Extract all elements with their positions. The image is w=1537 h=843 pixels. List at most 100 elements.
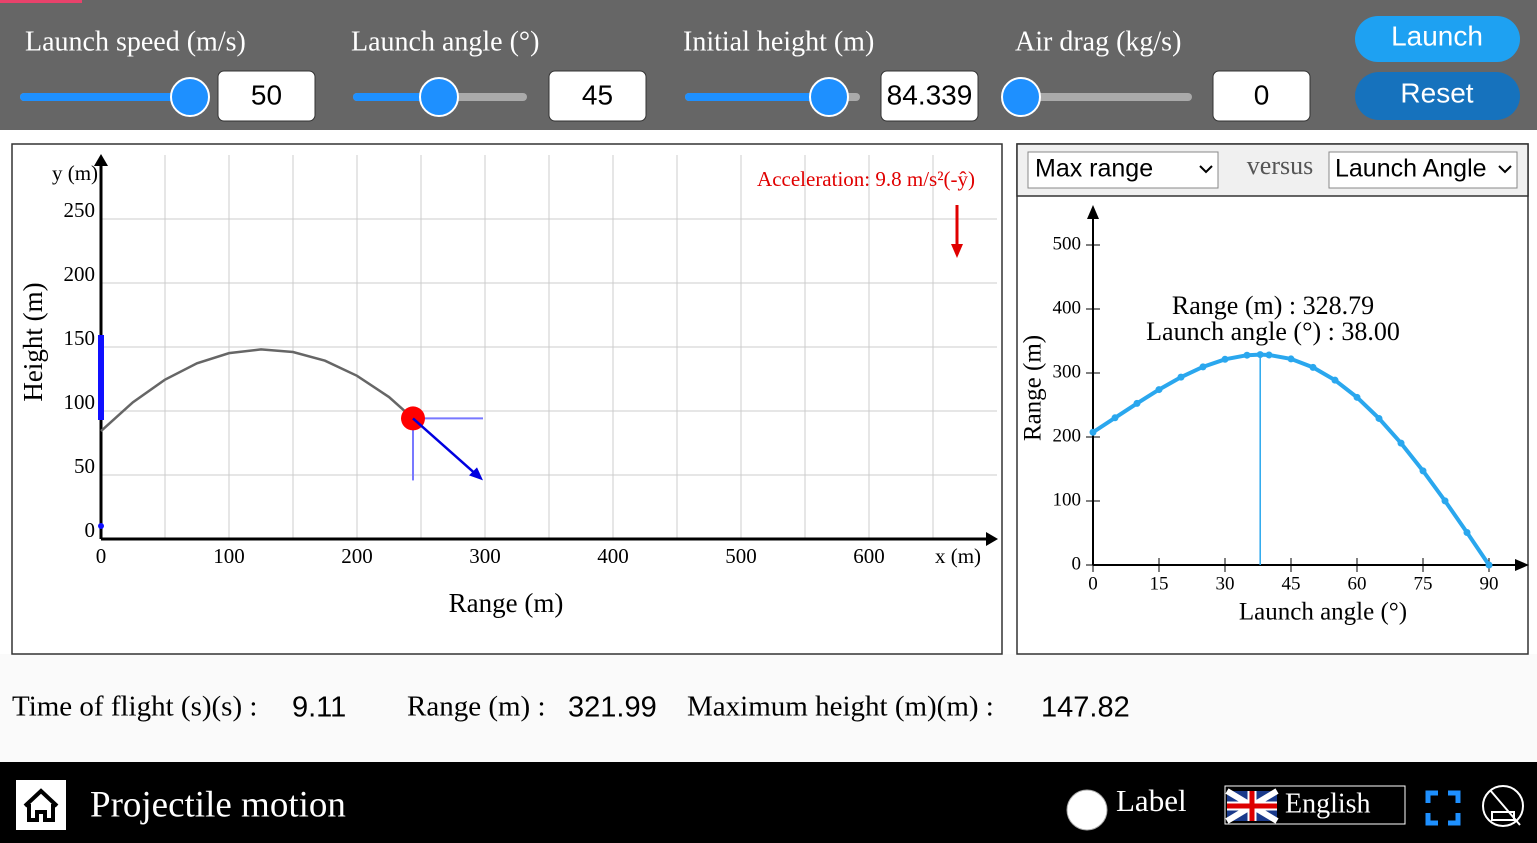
y-tick-label: 200: [64, 262, 96, 286]
readout-name: Launch angle (°) :: [1146, 317, 1335, 346]
value-input[interactable]: [217, 70, 316, 122]
x-tick-label: 0: [1088, 573, 1098, 594]
value-text: 50: [251, 79, 282, 110]
chevron: [1498, 165, 1512, 174]
credits-icon: [1489, 789, 1521, 826]
y-select-text: Max range: [1035, 155, 1153, 183]
result-label: Range (m) :: [407, 691, 546, 723]
side-x-arrow: [1515, 559, 1529, 571]
range-point: [1485, 561, 1493, 569]
side-y-label: Range (m): [1020, 335, 1047, 441]
y-tick-label: 100: [1053, 489, 1082, 510]
control-label: Initial height (m): [683, 26, 874, 57]
velocity: [412, 417, 476, 475]
value-input[interactable]: [1212, 70, 1311, 122]
fullscreen-button[interactable]: [1425, 790, 1461, 826]
control-label: Air drag (kg/s): [1015, 26, 1181, 57]
readout-name: Range (m) :: [1172, 291, 1296, 320]
result-value: 147.82: [1041, 692, 1130, 724]
x-tick-label: 75: [1414, 573, 1433, 594]
y-tick-label: 0: [1072, 553, 1082, 574]
result-label: Time of flight (s)(s) :: [12, 691, 257, 723]
x-tick-label: 0: [96, 544, 107, 568]
language-text: English: [1285, 788, 1371, 819]
y-tick-label: 400: [1053, 297, 1082, 318]
home-button[interactable]: [16, 780, 66, 830]
control-label: Launch angle (°): [351, 26, 539, 57]
readout-value: 38.00: [1341, 317, 1400, 346]
side-plot-frame: [1016, 143, 1529, 655]
value-input[interactable]: [880, 70, 979, 122]
result-value: 321.99: [568, 692, 657, 724]
control-label: Launch speed (m/s): [25, 26, 246, 57]
x-tick-label: 500: [725, 544, 757, 568]
range-point: [1419, 467, 1427, 475]
reset-text: Reset: [1400, 77, 1473, 108]
range-point: [1375, 414, 1383, 422]
value-text: 84.339: [887, 79, 973, 110]
range-curve: [1091, 352, 1491, 567]
value-input[interactable]: [548, 70, 647, 122]
range-point: [1353, 393, 1361, 401]
height-indicator: [98, 335, 104, 420]
origin-dot: [98, 523, 104, 529]
x-tick-label: 60: [1348, 573, 1367, 594]
x-tick-label: 400: [597, 544, 629, 568]
slider-knob[interactable]: [419, 77, 459, 117]
launch-button[interactable]: [1355, 16, 1520, 62]
slider-knob[interactable]: [170, 77, 210, 117]
slider-fill: [20, 93, 190, 101]
velocity-arrowhead: [469, 467, 483, 481]
flag-cross: [1227, 791, 1277, 821]
y-tick-label: 250: [64, 198, 96, 222]
acceleration-label: Acceleration: 9.8 m/s²(-ŷ): [757, 167, 975, 191]
main-plot-frame: [11, 143, 1003, 655]
y-unit: y (m): [52, 161, 98, 185]
slider-knob[interactable]: [1001, 77, 1041, 117]
range-point: [1397, 439, 1405, 447]
x-tick-label: 90: [1480, 573, 1499, 594]
x-select[interactable]: [1328, 151, 1518, 189]
result-label: Maximum height (m)(m) :: [687, 691, 994, 723]
y-select[interactable]: [1027, 151, 1219, 189]
x-tick-label: 200: [341, 544, 373, 568]
slider-knob[interactable]: [809, 77, 849, 117]
range-point: [1463, 528, 1471, 536]
launch-text: Launch: [1391, 20, 1483, 51]
x-axis-arrow: [986, 532, 998, 546]
readout: Launch angle (°) : 38.00: [1146, 317, 1400, 346]
x-tick-label: 300: [469, 544, 501, 568]
y-label: Height (m): [18, 282, 48, 401]
acceleration-arrowhead: [951, 244, 963, 258]
x-tick-label: 100: [213, 544, 245, 568]
readout-value: 328.79: [1303, 291, 1375, 320]
x-tick-label: 45: [1282, 573, 1301, 594]
side-x-label: Launch angle (°): [1239, 599, 1407, 626]
range-point: [1155, 386, 1163, 394]
range-point: [1331, 376, 1339, 384]
result-value: 9.11: [292, 692, 346, 724]
range-point: [1177, 373, 1185, 381]
accent: [0, 0, 82, 3]
range-point: [1287, 355, 1295, 363]
slider-fill: [685, 93, 829, 101]
slider-track[interactable]: [1017, 93, 1192, 101]
app-title: Projectile motion: [90, 784, 346, 825]
range-point: [1111, 414, 1119, 422]
x-tick-label: 30: [1216, 573, 1235, 594]
label-toggle[interactable]: [1066, 789, 1108, 831]
range-point: [1265, 351, 1273, 359]
y-tick-label: 0: [85, 518, 96, 542]
x-select-text: Launch Angle: [1335, 155, 1487, 183]
versus: versus: [1247, 151, 1313, 180]
y-tick-label: 300: [1053, 361, 1082, 382]
results-bar: [0, 654, 1537, 762]
slider-fill: [353, 93, 439, 101]
value-text: 0: [1254, 79, 1270, 110]
reset-button[interactable]: [1355, 72, 1520, 120]
y-tick-label: 200: [1053, 425, 1082, 446]
label-toggle-text: Label: [1116, 783, 1187, 818]
y-tick-label: 50: [74, 454, 95, 478]
y-tick-label: 500: [1053, 233, 1082, 254]
credits-button[interactable]: [1482, 785, 1524, 827]
